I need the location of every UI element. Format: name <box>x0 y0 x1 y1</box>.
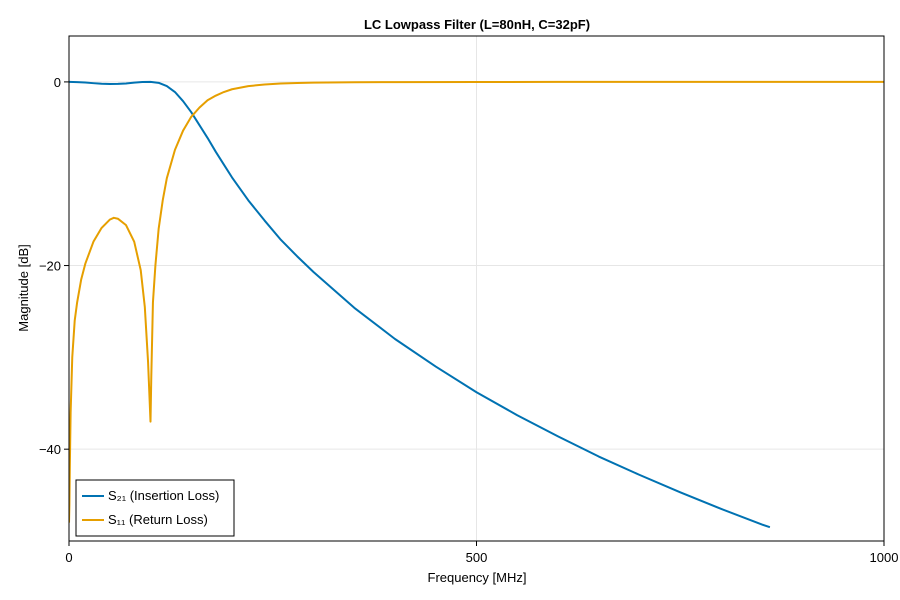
series-line-s21 <box>69 80 771 529</box>
chart-title: LC Lowpass Filter (L=80nH, C=32pF) <box>364 17 590 32</box>
series-group <box>69 80 884 529</box>
x-tick-label: 0 <box>65 550 72 565</box>
ticks: 0 500 1000 0 −20 −40 <box>39 75 899 565</box>
legend-box <box>75 479 235 537</box>
legend-label-s21: S₂₁ (Insertion Loss) <box>108 488 219 503</box>
y-tick-label: 0 <box>54 75 61 90</box>
legend-label-s11: S₁₁ (Return Loss) <box>108 512 208 527</box>
x-tick-label: 500 <box>466 550 488 565</box>
y-tick-label: −40 <box>39 442 61 457</box>
x-tick-label: 1000 <box>870 550 899 565</box>
series-line-s11 <box>69 80 884 523</box>
y-tick-label: −20 <box>39 259 61 274</box>
x-axis-label: Frequency [MHz] <box>428 570 527 585</box>
legend: S₂₁ (Insertion Loss) S₁₁ (Return Loss) <box>75 479 235 537</box>
y-axis-label: Magnitude [dB] <box>16 244 31 331</box>
